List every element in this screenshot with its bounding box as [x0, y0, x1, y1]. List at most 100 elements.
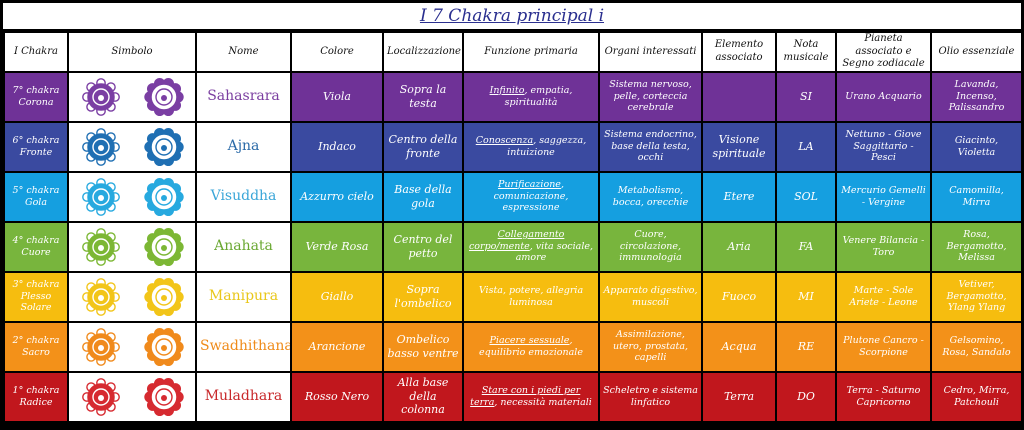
symbol-cell [67, 70, 197, 123]
elemento-cell: Etere [701, 170, 777, 223]
colore-cell: Verde Rosa [290, 220, 384, 273]
nota-cell: FA [775, 220, 837, 273]
manipura-lotus-icon [143, 277, 184, 316]
funzione-rest: Vista, potere, allegria luminosa [478, 284, 584, 308]
localizzazione-cell: Ombelico basso ventre [382, 320, 464, 373]
funzione-keyword: Conoscenza [475, 134, 534, 146]
manipura-outline-icon [81, 277, 120, 316]
pianeta-cell: Urano Acquario [835, 70, 932, 123]
funzione-keyword: Collegamento corpo/mente [468, 228, 565, 252]
funzione-rest: , vita sociale, amore [515, 240, 594, 264]
table-row: 2° chakra Sacro Swadhithana Arancione Ombel… [3, 320, 1023, 373]
chakra-cell: 3° chakra Plesso Solare [3, 270, 69, 323]
nota-cell: LA [775, 120, 837, 173]
organi-cell: Cuore, circolazione, immunologia [598, 220, 703, 273]
sahasrara-lotus-icon [143, 77, 184, 116]
symbol-cell [67, 270, 197, 323]
organi-cell: Metabolismo, bocca, orecchie [598, 170, 703, 223]
pianeta-cell: Venere Bilancia - Toro [835, 220, 932, 273]
olio-cell: Gelsomino, Rosa, Sandalo [930, 320, 1023, 373]
funzione-rest: , comunicazione, espressione [493, 178, 569, 214]
header-cell: Colore [290, 31, 384, 73]
funzione-keyword: Infinito [489, 84, 525, 96]
colore-cell: Rosso Nero [290, 370, 384, 423]
funzione-cell: Conoscenza, saggezza, intuizione [462, 120, 600, 173]
header-cell: Organi interessati [598, 31, 703, 73]
localizzazione-cell: Sopra l'ombelico [382, 270, 464, 323]
colore-cell: Azzurro cielo [290, 170, 384, 223]
svadhisthana-lotus-icon [143, 327, 184, 366]
olio-cell: Camomilla, Mirra [930, 170, 1023, 223]
symbol-wrap [70, 127, 194, 167]
olio-cell: Rosa, Bergamotto, Melissa [930, 220, 1023, 273]
chakra-name: Swadhithana [195, 320, 292, 373]
localizzazione-cell: Centro della fronte [382, 120, 464, 173]
table-row: 4° chakra Cuore Anahata Verde Rosa Centro d… [3, 220, 1023, 273]
chakra-cell: 4° chakra Cuore [3, 220, 69, 273]
header-cell: Nota musicale [775, 31, 837, 73]
muladhara-lotus-icon [143, 377, 184, 416]
olio-cell: Lavanda, Incenso, Palissandro [930, 70, 1023, 123]
header-cell: Elemento associato [701, 31, 777, 73]
funzione-cell: Vista, potere, allegria luminosa [462, 270, 600, 323]
nota-cell: SI [775, 70, 837, 123]
funzione-keyword: Piacere sessuale [489, 334, 570, 346]
chakra-name: Ajna [195, 120, 292, 173]
chakra-name: Anahata [195, 220, 292, 273]
chakra-cell: 6° chakra Fronte [3, 120, 69, 173]
symbol-cell [67, 370, 197, 423]
colore-cell: Arancione [290, 320, 384, 373]
table-row: 6° chakra Fronte Ajna Indaco Centro della f… [3, 120, 1023, 173]
funzione-keyword: Purificazione [498, 178, 561, 190]
localizzazione-cell: Sopra la testa [382, 70, 464, 123]
table-row: 3° chakra Plesso Solare Manipura Giallo Sop… [3, 270, 1023, 323]
colore-cell: Giallo [290, 270, 384, 323]
pianeta-cell: Marte - Sole Ariete - Leone [835, 270, 932, 323]
nota-cell: RE [775, 320, 837, 373]
table-row: 7° chakra Corona Sahasrara Viola Sopra la t… [3, 70, 1023, 123]
elemento-cell: Acqua [701, 320, 777, 373]
olio-cell: Giacinto, Violetta [930, 120, 1023, 173]
nota-cell: SOL [775, 170, 837, 223]
header-cell: Olio essenziale [930, 31, 1023, 73]
pianeta-cell: Nettuno - Giove Saggittario - Pesci [835, 120, 932, 173]
organi-cell: Scheletro e sistema linfatico [598, 370, 703, 423]
funzione-cell: Collegamento corpo/mente, vita sociale, … [462, 220, 600, 273]
chakra-name: Manipura [195, 270, 292, 323]
funzione-cell: Stare con i piedi per terra, necessità m… [462, 370, 600, 423]
funzione-keyword: Stare con i piedi per terra [470, 384, 581, 408]
organi-cell: Assimilazione, utero, prostata, capelli [598, 320, 703, 373]
symbol-wrap [70, 227, 194, 267]
chakra-name: Visuddha [195, 170, 292, 223]
vishuddha-outline-icon [81, 177, 120, 216]
chakra-cell: 2° chakra Sacro [3, 320, 69, 373]
chakra-table: I Chakra Simbolo Nome Colore Localizzazi… [3, 31, 1023, 423]
funzione-rest: , saggezza, intuizione [507, 134, 587, 158]
pianeta-cell: Terra - Saturno Capricorno [835, 370, 932, 423]
elemento-cell: Terra [701, 370, 777, 423]
olio-cell: Vetiver, Bergamotto, Ylang Ylang [930, 270, 1023, 323]
header-cell: Pianeta associato e Segno zodiacale [835, 31, 932, 73]
funzione-rest: , equilibrio emozionale [479, 334, 583, 358]
olio-cell: Cedro, Mirra, Patchouli [930, 370, 1023, 423]
colore-cell: Viola [290, 70, 384, 123]
localizzazione-cell: Base della gola [382, 170, 464, 223]
funzione-cell: Infinito, empatia, spiritualità [462, 70, 600, 123]
organi-cell: Sistema endocrino, base della testa, occ… [598, 120, 703, 173]
page-title: I 7 Chakra principal i [3, 3, 1021, 29]
sahasrara-outline-icon [81, 77, 120, 116]
table-row: 1° chakra Radice Muladhara Rosso Nero Alla … [3, 370, 1023, 423]
pianeta-cell: Mercurio Gemelli - Vergine [835, 170, 932, 223]
chakra-cell: 5° chakra Gola [3, 170, 69, 223]
colore-cell: Indaco [290, 120, 384, 173]
header-cell: Localizzazione [382, 31, 464, 73]
vishuddha-lotus-icon [143, 177, 184, 216]
anahata-outline-icon [81, 227, 120, 266]
chakra-cell: 7° chakra Corona [3, 70, 69, 123]
anahata-lotus-icon [143, 227, 184, 266]
organi-cell: Apparato digestivo, muscoli [598, 270, 703, 323]
elemento-cell: Fuoco [701, 270, 777, 323]
organi-cell: Sistema nervoso, pelle, corteccia cerebr… [598, 70, 703, 123]
header-cell: I Chakra [3, 31, 69, 73]
